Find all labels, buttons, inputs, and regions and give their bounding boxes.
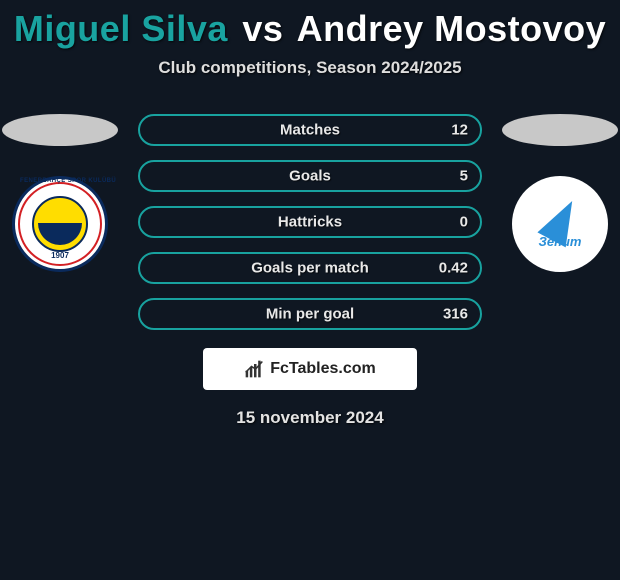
left-column: FENERBAHÇE SPOR KULÜBÜ 1907 (0, 114, 120, 272)
root: Miguel Silva vs Andrey Mostovoy Club com… (0, 0, 620, 428)
stat-row: Min per goal 316 (138, 298, 482, 330)
main-row: FENERBAHÇE SPOR KULÜBÜ 1907 Matches 12 (0, 114, 620, 330)
stat-right-value: 0 (460, 214, 468, 231)
subtitle: Club competitions, Season 2024/2025 (158, 58, 461, 78)
stat-bars: Matches 12 Goals 5 Hattricks 0 Goals per… (138, 114, 482, 330)
club-badge-left: FENERBAHÇE SPOR KULÜBÜ 1907 (12, 176, 108, 272)
footer-date: 15 november 2024 (236, 408, 383, 428)
right-column: Зенит (500, 114, 620, 272)
club-badge-right: Зенит (512, 176, 608, 272)
brand-badge[interactable]: FcTables.com (203, 348, 417, 390)
stat-label: Matches (280, 122, 340, 139)
page-title: Miguel Silva vs Andrey Mostovoy (14, 8, 606, 50)
stat-right-value: 12 (451, 122, 468, 139)
stat-right-value: 0.42 (439, 260, 468, 277)
player2-name: Andrey Mostovoy (297, 8, 607, 49)
stat-label: Min per goal (266, 306, 354, 323)
stat-label: Hattricks (278, 214, 342, 231)
stat-right-value: 5 (460, 168, 468, 185)
stat-label: Goals per match (251, 260, 369, 277)
club-right-name: Зенит (512, 234, 608, 249)
club-left-year: 1907 (20, 251, 100, 260)
brand-text: FcTables.com (270, 360, 376, 378)
stat-row: Matches 12 (138, 114, 482, 146)
title-vs: vs (242, 8, 283, 49)
footer: FcTables.com 15 november 2024 (203, 348, 417, 428)
stat-row: Goals per match 0.42 (138, 252, 482, 284)
player2-photo-placeholder (502, 114, 618, 146)
stat-row: Hattricks 0 (138, 206, 482, 238)
stat-row: Goals 5 (138, 160, 482, 192)
stat-label: Goals (289, 168, 331, 185)
stat-right-value: 316 (443, 306, 468, 323)
chart-icon (244, 359, 264, 379)
player1-name: Miguel Silva (14, 8, 228, 49)
player1-photo-placeholder (2, 114, 118, 146)
club-left-name: FENERBAHÇE SPOR KULÜBÜ (20, 178, 100, 184)
